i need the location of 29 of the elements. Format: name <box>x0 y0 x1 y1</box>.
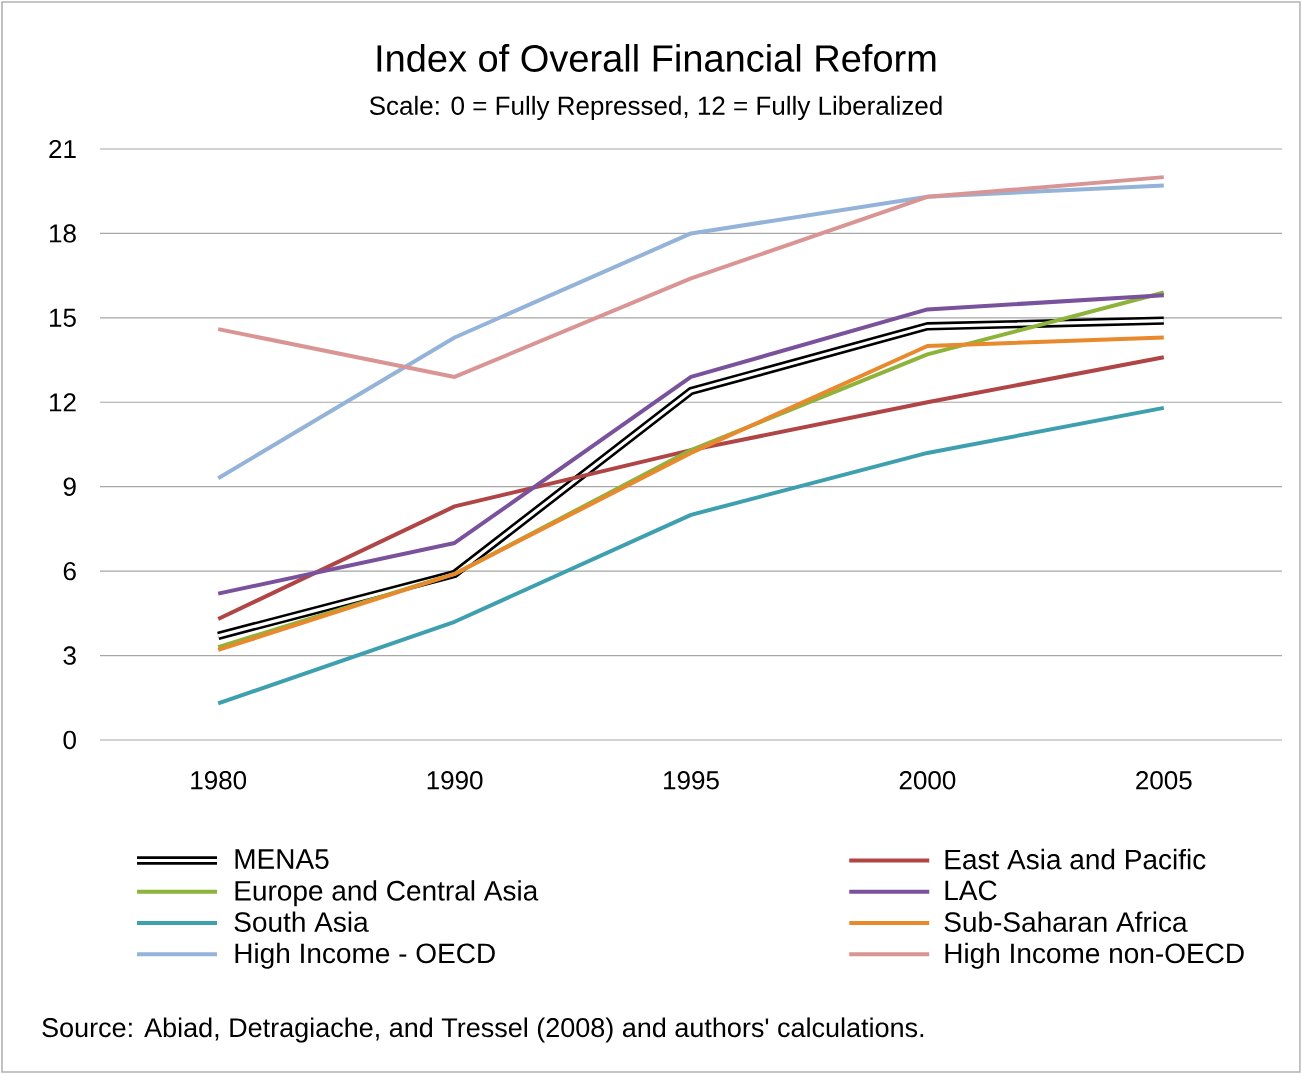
chart-subtitle: Scale: 0 = Fully Repressed, 12 = Fully Liberalized <box>369 95 942 121</box>
legend-label: LAC <box>945 880 997 901</box>
source-note: Source: Abiad, Detragiache, and Tressel (2008) and authors' calculations. <box>42 1017 924 1043</box>
legend-label: South Asia <box>234 911 369 932</box>
legend-label: East Asia and Pacific <box>945 848 1206 870</box>
line-series <box>216 175 1166 379</box>
x-tick-label: 1990 <box>427 771 483 790</box>
y-tick-label: 0 <box>63 730 76 750</box>
line-series <box>216 183 1166 481</box>
y-tick-label: 9 <box>63 477 76 496</box>
x-tick-label: 1980 <box>191 771 247 790</box>
legend-label: Europe and Central Asia <box>235 880 539 907</box>
line-series <box>216 355 1166 621</box>
legend-label: High Income non-OECD <box>945 942 1244 969</box>
y-tick-label: 18 <box>49 224 76 243</box>
y-tick-label: 6 <box>63 561 76 581</box>
y-tick-label: 21 <box>49 139 76 159</box>
y-tick-label: 15 <box>49 308 76 327</box>
x-tick-label: 2000 <box>899 771 956 790</box>
x-tick-label: 2005 <box>1136 771 1192 790</box>
line-series <box>216 293 1166 596</box>
line-series <box>216 405 1166 706</box>
y-tick-label: 3 <box>63 646 76 665</box>
legend-label: Sub-Saharan Africa <box>944 911 1188 932</box>
legend-label: High Income - OECD <box>235 942 495 969</box>
y-tick-label: 12 <box>49 393 76 412</box>
x-tick-label: 1995 <box>664 771 719 790</box>
legend-label: MENA5 <box>235 849 329 869</box>
chart-title: Index of Overall Financial Reform <box>377 44 936 72</box>
